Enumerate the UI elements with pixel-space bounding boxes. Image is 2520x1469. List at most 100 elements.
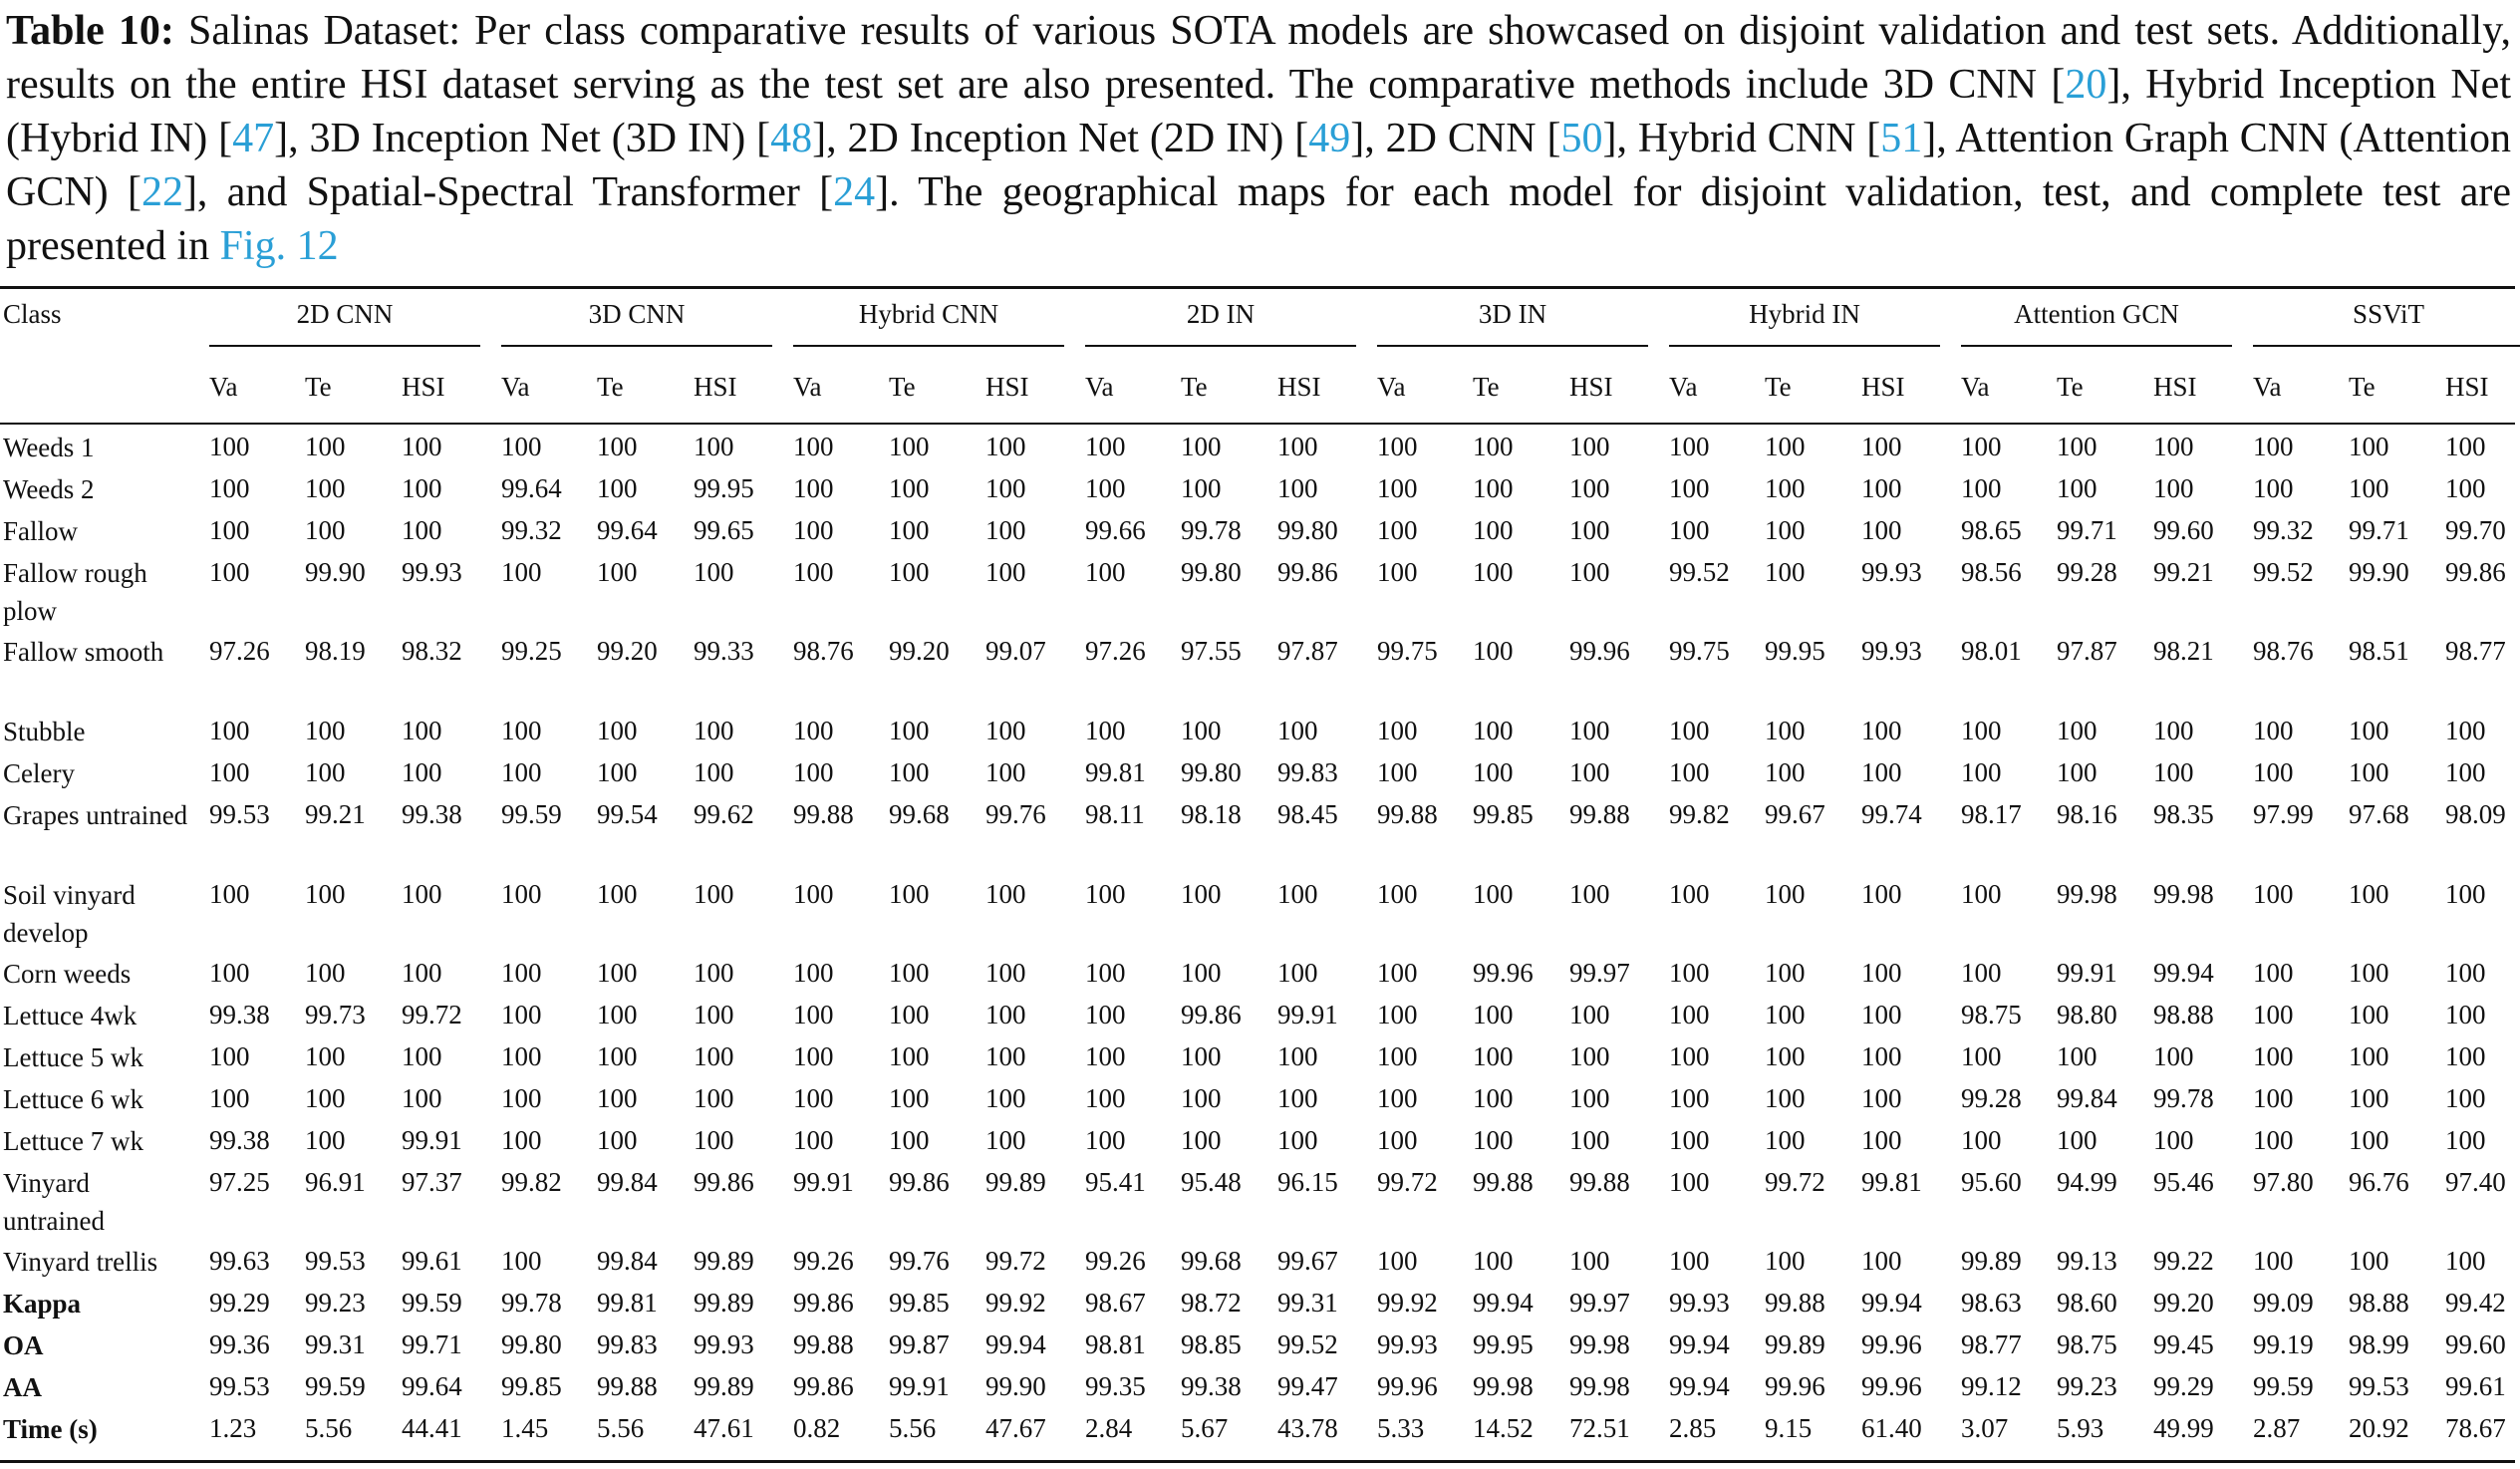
caption-reference-link[interactable]: 48 bbox=[770, 116, 813, 161]
table-cell: 99.60 bbox=[2445, 1329, 2506, 1359]
subheader-te: Te bbox=[597, 372, 624, 402]
table-cell: 78.67 bbox=[2445, 1413, 2506, 1443]
row-label: Corn weeds bbox=[3, 959, 132, 989]
subheader-va: Va bbox=[501, 372, 530, 402]
table-cell: 99.86 bbox=[889, 1167, 950, 1197]
table-cell: 99.38 bbox=[1181, 1371, 1242, 1401]
subheader-va: Va bbox=[1085, 372, 1114, 402]
caption-reference-link[interactable]: 50 bbox=[1560, 116, 1603, 161]
subheader-va: Va bbox=[1961, 372, 1990, 402]
table-cell: 100 bbox=[209, 473, 250, 503]
table-cell: 100 bbox=[305, 1125, 346, 1155]
table-cell: 99.28 bbox=[1961, 1083, 2022, 1113]
table-cell: 100 bbox=[1669, 958, 1710, 988]
model-header-rule bbox=[1377, 345, 1648, 347]
caption-reference-link[interactable]: 22 bbox=[140, 169, 183, 215]
table-cell: 100 bbox=[2153, 757, 2194, 787]
table-cell: 99.98 bbox=[1569, 1329, 1630, 1359]
table-cell: 99.68 bbox=[1181, 1246, 1242, 1276]
model-header-rule bbox=[793, 345, 1064, 347]
table-cell: 100 bbox=[1085, 557, 1126, 587]
table-cell: 99.25 bbox=[501, 636, 562, 666]
table-cell: 97.87 bbox=[2057, 636, 2117, 666]
table-cell: 96.15 bbox=[1277, 1167, 1338, 1197]
table-cell: 99.93 bbox=[1377, 1329, 1438, 1359]
table-cell: 98.35 bbox=[2153, 799, 2214, 829]
table-cell: 100 bbox=[305, 1083, 346, 1113]
table-cell: 100 bbox=[1669, 1041, 1710, 1071]
table-cell: 100 bbox=[209, 958, 250, 988]
table-cell: 100 bbox=[2153, 1041, 2194, 1071]
table-cell: 100 bbox=[1669, 473, 1710, 503]
table-cell: 100 bbox=[402, 716, 442, 745]
table-cell: 100 bbox=[2445, 1246, 2486, 1276]
table-cell: 99.21 bbox=[2153, 557, 2214, 587]
table-cell: 98.01 bbox=[1961, 636, 2022, 666]
table-cell: 99.64 bbox=[501, 473, 562, 503]
caption-reference-link[interactable]: 20 bbox=[2065, 62, 2107, 108]
table-cell: 99.72 bbox=[985, 1246, 1046, 1276]
caption-reference-link[interactable]: 24 bbox=[833, 169, 876, 215]
table-cell: 97.80 bbox=[2253, 1167, 2314, 1197]
table-cell: 99.35 bbox=[1085, 1371, 1146, 1401]
table-cell: 99.23 bbox=[2057, 1371, 2117, 1401]
table-cell: 100 bbox=[1377, 1125, 1418, 1155]
table-cell: 100 bbox=[2253, 716, 2294, 745]
table-cell: 99.64 bbox=[597, 515, 658, 545]
table-cell: 99.29 bbox=[209, 1288, 270, 1318]
table-cell: 100 bbox=[985, 716, 1026, 745]
table-cell: 99.85 bbox=[889, 1288, 950, 1318]
table-cell: 100 bbox=[889, 473, 930, 503]
table-cell: 100 bbox=[985, 757, 1026, 787]
table-cell: 100 bbox=[501, 557, 542, 587]
table-cell: 97.68 bbox=[2349, 799, 2409, 829]
model-header: 3D IN bbox=[1478, 299, 1547, 329]
table-cell: 99.38 bbox=[402, 799, 462, 829]
table-cell: 5.33 bbox=[1377, 1413, 1425, 1443]
table-cell: 100 bbox=[889, 757, 930, 787]
table-cell: 99.53 bbox=[305, 1246, 366, 1276]
caption-text: ], Hybrid Inception Net (Hybrid IN) [ bbox=[6, 62, 2511, 161]
table-header-rule bbox=[0, 423, 2515, 425]
table-cell: 100 bbox=[1377, 432, 1418, 461]
table-cell: 99.38 bbox=[209, 1125, 270, 1155]
caption-reference-link[interactable]: Fig. 12 bbox=[219, 223, 339, 269]
table-cell: 99.88 bbox=[1569, 799, 1630, 829]
table-cell: 100 bbox=[2445, 1083, 2486, 1113]
table-cell: 47.67 bbox=[985, 1413, 1046, 1443]
table-cell: 99.96 bbox=[1473, 958, 1534, 988]
table-cell: 99.21 bbox=[305, 799, 366, 829]
table-cell: 0.82 bbox=[793, 1413, 841, 1443]
table-cell: 100 bbox=[2445, 879, 2486, 909]
table-cell: 100 bbox=[1569, 716, 1610, 745]
table-cell: 100 bbox=[2057, 1041, 2098, 1071]
table-cell: 99.71 bbox=[2057, 515, 2117, 545]
table-cell: 100 bbox=[209, 515, 250, 545]
table-cell: 99.71 bbox=[2349, 515, 2409, 545]
caption-reference-link[interactable]: 51 bbox=[1880, 116, 1923, 161]
table-cell: 100 bbox=[1569, 1125, 1610, 1155]
table-cell: 99.92 bbox=[985, 1288, 1046, 1318]
table-cell: 100 bbox=[2349, 1125, 2389, 1155]
caption-reference-link[interactable]: 47 bbox=[232, 116, 275, 161]
table-cell: 99.20 bbox=[2153, 1288, 2214, 1318]
table-cell: 100 bbox=[985, 879, 1026, 909]
table-cell: 100 bbox=[889, 1000, 930, 1029]
table-cell: 98.17 bbox=[1961, 799, 2022, 829]
table-cell: 100 bbox=[2349, 473, 2389, 503]
table-cell: 99.78 bbox=[501, 1288, 562, 1318]
table-cell: 99.93 bbox=[1861, 557, 1922, 587]
table-cell: 100 bbox=[793, 1000, 834, 1029]
table-bottom-rule bbox=[0, 1460, 2515, 1463]
table-cell: 100 bbox=[694, 1083, 734, 1113]
table-cell: 100 bbox=[597, 716, 638, 745]
table-cell: 100 bbox=[793, 473, 834, 503]
row-label: Lettuce 5 wk bbox=[3, 1042, 143, 1072]
table-cell: 100 bbox=[2253, 1125, 2294, 1155]
caption-text: ], and Spatial-Spectral Transformer [ bbox=[182, 169, 834, 215]
table-cell: 100 bbox=[305, 958, 346, 988]
caption-reference-link[interactable]: 49 bbox=[1308, 116, 1351, 161]
table-cell: 5.56 bbox=[889, 1413, 937, 1443]
caption-text: ], 2D Inception Net (2D IN) [ bbox=[812, 116, 1309, 161]
table-cell: 100 bbox=[1569, 515, 1610, 545]
